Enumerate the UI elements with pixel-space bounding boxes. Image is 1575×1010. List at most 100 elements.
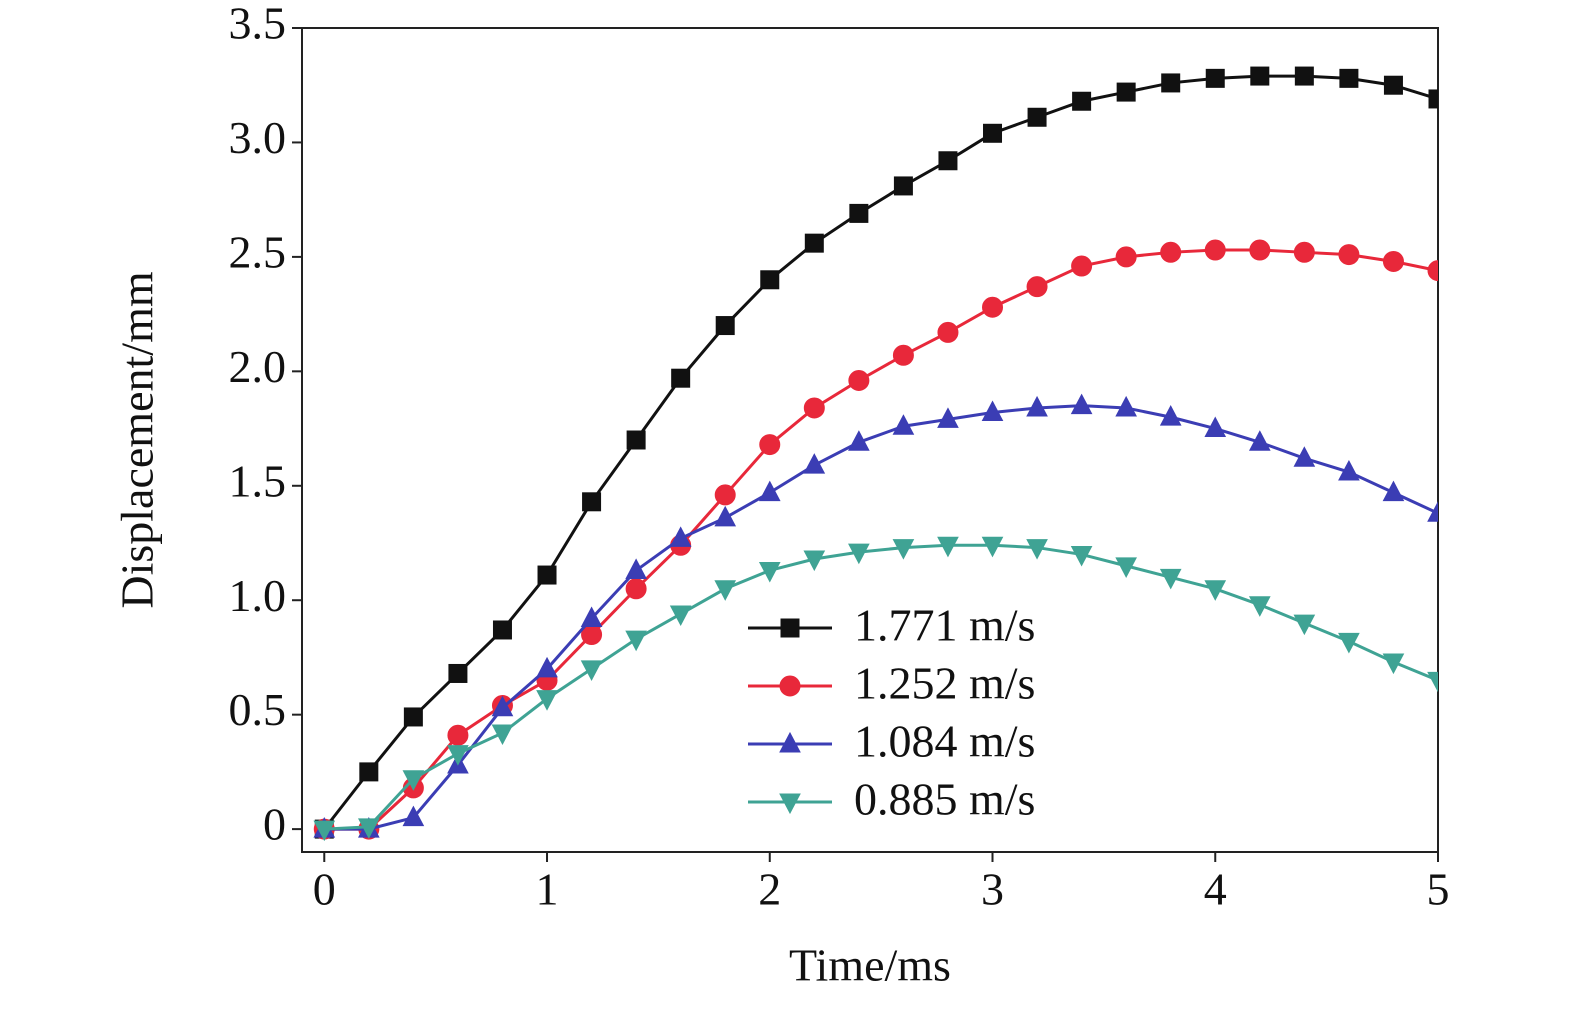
marker [1159,568,1182,590]
marker [938,151,958,171]
marker [491,724,514,746]
marker [1205,68,1225,88]
x-tick-label: 3 [981,864,1004,915]
marker [759,434,781,456]
marker [982,296,1004,318]
marker [1115,395,1137,417]
marker [714,580,737,601]
x-tick-label: 2 [758,864,781,915]
x-axis-title: Time/ms [789,940,951,991]
marker [892,414,915,435]
marker [448,663,468,683]
marker [892,344,914,366]
marker [1339,68,1359,88]
plot-area [313,66,1438,842]
marker [580,606,603,628]
y-tick-label: 2.5 [229,226,287,277]
marker [760,270,780,290]
marker [1249,239,1271,261]
marker [1026,276,1048,298]
marker [1427,501,1438,522]
marker [1338,459,1360,481]
marker [402,805,425,827]
marker [1026,539,1048,560]
marker [671,368,691,388]
marker [536,656,558,678]
y-tick-label: 3.5 [229,0,287,49]
marker [625,630,647,652]
marker [1248,430,1271,451]
marker [1382,653,1405,675]
legend-label: 1.084 m/s [854,716,1035,767]
marker [1427,671,1438,693]
marker [1072,91,1092,111]
y-tick-label: 1.0 [229,570,287,621]
marker [1293,614,1316,636]
marker [447,745,469,766]
marker [1250,66,1270,86]
marker [1116,82,1136,102]
marker [758,480,781,502]
marker [1204,239,1226,261]
marker [714,505,737,527]
legend-label: 0.885 m/s [854,774,1035,825]
legend-label: 1.252 m/s [854,658,1035,709]
marker [582,492,602,512]
y-axis-title: Displacement/mm [112,271,163,608]
marker [492,620,512,640]
marker [1027,107,1047,127]
x-tick-label: 0 [313,864,336,915]
marker [1338,244,1360,266]
marker [803,550,826,572]
marker [848,369,870,391]
marker [779,731,801,753]
marker [1428,89,1438,109]
marker [893,176,913,196]
marker [983,123,1003,143]
y-tick-label: 3.0 [229,112,287,163]
marker [1026,395,1048,417]
marker [1115,246,1137,268]
legend-label: 1.771 m/s [854,600,1035,651]
marker [714,484,736,506]
marker [1383,75,1403,95]
marker [626,430,646,450]
marker [359,762,379,782]
marker [1115,557,1137,578]
marker [892,539,915,560]
marker [981,400,1004,422]
marker [537,565,557,585]
y-tick-label: 2.0 [229,341,287,392]
marker [937,407,959,428]
marker [536,690,558,711]
marker [937,536,959,558]
marker [669,526,692,547]
marker [447,724,469,746]
marker [758,561,781,583]
marker [849,203,869,223]
x-tick-label: 1 [536,864,559,915]
marker [1070,393,1093,415]
marker [1204,416,1227,438]
marker [1071,255,1093,277]
marker [715,316,735,336]
marker [625,558,647,579]
marker [779,675,801,697]
marker [402,770,425,791]
marker [1159,405,1182,426]
marker [1204,580,1227,601]
x-tick-label: 5 [1427,864,1450,915]
x-tick-label: 4 [1204,864,1227,915]
marker [803,397,825,419]
marker [804,233,824,253]
plot-frame [301,27,1439,853]
marker [580,660,603,681]
marker [313,820,336,842]
marker [981,536,1004,558]
marker [780,618,800,638]
y-tick-label: 0 [263,799,286,850]
marker [1070,545,1093,567]
marker [357,818,380,839]
marker [848,543,870,565]
